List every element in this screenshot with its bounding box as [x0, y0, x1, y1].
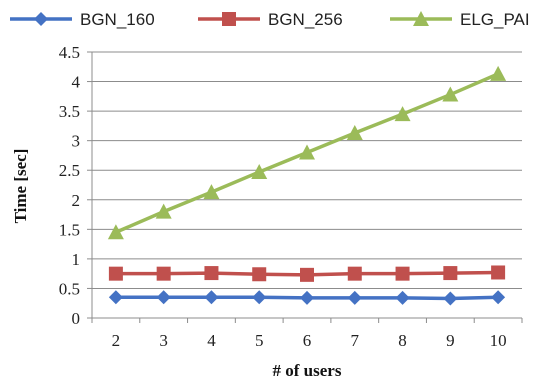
y-tick-label: 3.5: [59, 102, 80, 121]
legend-label-elg-pai: ELG_PAI: [460, 10, 530, 29]
legend: BGN_160 BGN_256 ELG_PAI: [10, 10, 530, 29]
series-bgn-160: [108, 290, 506, 306]
data-point-bgn-256: [347, 266, 362, 281]
data-point-bgn-160: [443, 291, 458, 306]
y-axis-title: Time [sec]: [11, 149, 30, 224]
data-point-bgn-256: [156, 266, 171, 281]
data-point-bgn-160: [204, 290, 219, 305]
legend-label-bgn-160: BGN_160: [80, 10, 155, 29]
series-elg-pai: [107, 65, 507, 240]
data-point-bgn-256: [491, 265, 506, 280]
legend-marker-bgn-160: [34, 12, 48, 26]
legend-marker-bgn-256: [222, 12, 236, 26]
data-point-bgn-256: [300, 267, 314, 282]
data-point-bgn-160: [156, 290, 171, 305]
x-tick-label: 8: [398, 331, 407, 350]
y-tick-label: 0.5: [59, 279, 80, 298]
data-point-elg-pai: [107, 224, 124, 240]
data-point-bgn-256: [108, 266, 123, 281]
series-group: [107, 65, 507, 306]
legend-marker-elg-pai: [413, 11, 429, 26]
data-point-bgn-256: [252, 267, 267, 282]
data-point-bgn-160: [395, 290, 410, 305]
x-tick-label: 6: [303, 331, 312, 350]
legend-item-elg-pai: ELG_PAI: [390, 10, 530, 29]
data-point-bgn-256: [395, 266, 410, 281]
x-axis-title: # of users: [273, 361, 342, 380]
data-point-elg-pai: [251, 163, 268, 179]
y-tick-label: 4: [72, 73, 81, 92]
y-tick-labels: 0 0.5 1 1.5 2 2.5 3 3.5 4 4.5: [59, 43, 81, 328]
series-bgn-256: [108, 265, 506, 282]
data-point-bgn-256: [443, 266, 458, 281]
data-point-bgn-160: [347, 290, 362, 305]
x-tick-labels: 2 3 4 5 6 7 8 9 10: [112, 331, 507, 350]
data-point-elg-pai: [299, 144, 315, 160]
data-point-elg-pai: [490, 65, 507, 81]
y-tick-label: 3: [72, 132, 81, 151]
x-tick-label: 9: [446, 331, 455, 350]
data-point-bgn-160: [108, 290, 123, 305]
gridlines: [92, 51, 522, 289]
data-point-bgn-160: [252, 290, 267, 305]
legend-item-bgn-160: BGN_160: [10, 10, 155, 29]
y-tick-label: 2: [72, 191, 81, 210]
x-tick-label: 5: [255, 331, 264, 350]
y-tick-label: 1.5: [59, 220, 80, 239]
x-tick-label: 10: [490, 331, 507, 350]
axes: [87, 51, 523, 323]
x-tick-label: 7: [351, 331, 360, 350]
y-tick-label: 2.5: [59, 161, 80, 180]
x-tick-label: 2: [112, 331, 121, 350]
data-point-elg-pai: [346, 124, 363, 140]
x-tick-label: 3: [159, 331, 168, 350]
data-point-bgn-160: [491, 290, 506, 305]
legend-label-bgn-256: BGN_256: [268, 10, 343, 29]
y-tick-label: 0: [72, 309, 81, 328]
y-tick-label: 1: [72, 250, 81, 269]
data-point-elg-pai: [155, 203, 172, 219]
data-point-bgn-160: [300, 290, 314, 305]
x-tick-label: 4: [207, 331, 216, 350]
y-tick-label: 4.5: [59, 43, 80, 62]
data-point-elg-pai: [394, 106, 411, 122]
data-point-bgn-256: [204, 266, 219, 281]
legend-item-bgn-256: BGN_256: [198, 10, 343, 29]
data-point-elg-pai: [203, 184, 220, 200]
data-point-elg-pai: [442, 86, 459, 102]
